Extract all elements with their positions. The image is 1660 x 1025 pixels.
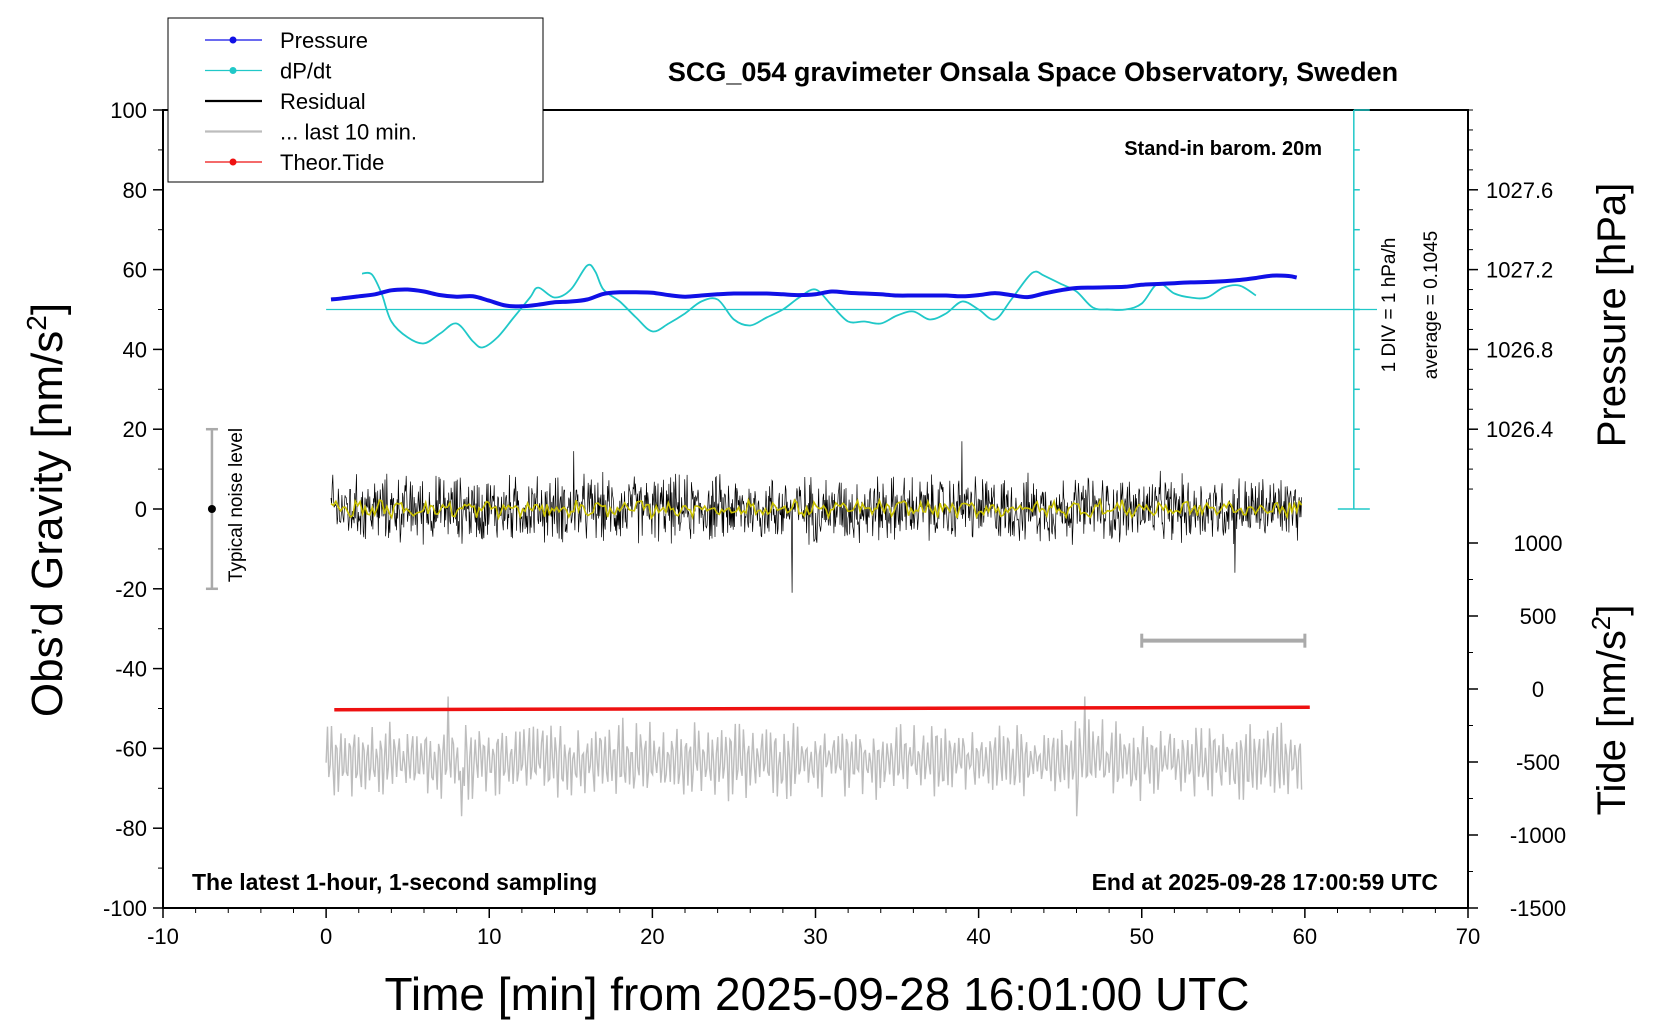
legend-label-pressure: Pressure — [280, 28, 368, 53]
legend-marker-dpdt — [229, 67, 237, 74]
last10-line — [325, 696, 1303, 817]
noise-bar-center — [207, 505, 216, 513]
y-axis-pressure-title: Pressure [hPa] — [1590, 183, 1634, 448]
noise-level-label: Typical noise level — [226, 428, 247, 582]
x-tick-label: 60 — [1293, 924, 1317, 949]
y-axis-left-title-main: Obs’d Gravity [nm/s — [23, 331, 72, 717]
end-time-note: End at 2025-09-28 17:00:59 UTC — [1092, 869, 1438, 895]
y-axis-left-title-sup: 2 — [21, 315, 52, 331]
y-axis-tide: -1500 -1000 -500 0 500 1000 — [1468, 531, 1566, 921]
pressure-tick-label: 1027.2 — [1486, 258, 1553, 283]
x-tick-label: 20 — [640, 924, 664, 949]
x-tick-label: 50 — [1130, 924, 1154, 949]
y-tick-label: 80 — [123, 178, 147, 203]
y-tick-label: -20 — [115, 577, 147, 602]
y-axis-tide-title-main: Tide [nm/s — [1590, 630, 1634, 815]
pressure-tick-label: 1026.8 — [1486, 337, 1553, 362]
tide-tick-label: -500 — [1516, 750, 1560, 775]
tide-tick-label: 0 — [1532, 677, 1544, 702]
barometer-note: Stand-in barom. 20m — [1124, 138, 1322, 160]
legend-label-last10: ... last 10 min. — [280, 120, 417, 145]
y-tick-label: 0 — [135, 497, 147, 522]
pressure-line — [330, 273, 1298, 309]
tide-tick-label: 1000 — [1514, 531, 1563, 556]
y-axis-left-title-tail: ] — [23, 303, 72, 315]
y-tick-label: -40 — [115, 657, 147, 682]
y-tick-label: -80 — [115, 816, 147, 841]
div-scale-note: 1 DIV = 1 hPa/h — [1379, 238, 1400, 373]
x-tick-label: 40 — [966, 924, 990, 949]
tide-tick-label: -1000 — [1510, 823, 1566, 848]
residual-line — [330, 441, 1302, 593]
x-tick-label: -10 — [147, 924, 179, 949]
tide-tick-label: 500 — [1520, 604, 1557, 629]
dpdt-scale — [1337, 109, 1370, 510]
x-tick-label: 0 — [320, 924, 332, 949]
y-axis-left-title: Obs’d Gravity [nm/s2] — [21, 303, 72, 717]
y-tick-label: 60 — [123, 258, 147, 283]
x-tick-label: 70 — [1456, 924, 1480, 949]
legend-label-tide: Theor.Tide — [280, 150, 384, 175]
x-axis: -10 0 10 20 30 40 50 60 70 — [147, 908, 1480, 949]
pressure-tick-label: 1026.4 — [1486, 417, 1553, 442]
y-tick-label: -60 — [115, 736, 147, 761]
legend-label-dpdt: dP/dt — [280, 59, 331, 84]
y-tick-label: 20 — [123, 417, 147, 442]
tide-tick-label: -1500 — [1510, 896, 1566, 921]
residual-smoothed-line — [330, 497, 1303, 521]
y-tick-label: 100 — [110, 98, 147, 123]
tide-line — [334, 705, 1310, 712]
x-tick-label: 10 — [477, 924, 501, 949]
series-layer — [205, 263, 1377, 817]
y-tick-label: -100 — [103, 896, 147, 921]
sampling-note: The latest 1-hour, 1-second sampling — [192, 869, 597, 895]
chart-title: SCG_054 gravimeter Onsala Space Observat… — [668, 57, 1398, 87]
pressure-tick-label: 1027.6 — [1486, 178, 1553, 203]
y-axis-tide-title-sup: 2 — [1586, 616, 1616, 630]
x-tick-label: 30 — [803, 924, 827, 949]
legend-label-residual: Residual — [280, 89, 366, 114]
legend-marker-pressure — [229, 36, 237, 44]
average-note: average = 0.1045 — [1421, 231, 1442, 379]
legend: Pressure dP/dt Residual ... last 10 min. The… — [167, 17, 544, 183]
y-axis-tide-title: Tide [nm/s2] — [1586, 605, 1634, 816]
y-axis-tide-title-tail: ] — [1590, 605, 1634, 616]
legend-marker-tide — [229, 158, 237, 166]
x-axis-title: Time [min] from 2025-09-28 16:01:00 UTC — [385, 968, 1250, 1020]
y-axis-left: -100 -80 -60 -40 -20 0 20 40 60 80 100 — [103, 98, 163, 921]
dpdt-line — [361, 263, 1257, 349]
y-tick-label: 40 — [123, 337, 147, 362]
y-axis-pressure: 1026.4 1026.8 1027.2 1027.6 — [1468, 109, 1553, 490]
